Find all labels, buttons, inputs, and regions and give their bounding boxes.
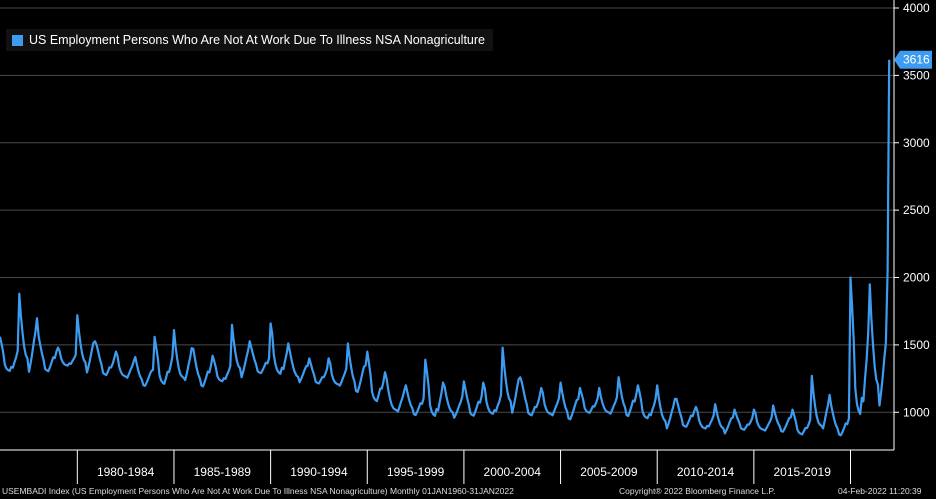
x-tick-label: 1990-1994 [290,465,348,479]
y-tick-label: 3000 [903,136,930,150]
last-value-tag [894,50,932,69]
x-tick-label: 1985-1989 [194,465,252,479]
x-tick-label: 1980-1984 [97,465,155,479]
series-line [0,59,891,437]
footer-timestamp: 04-Feb-2022 11:20:39 [838,486,922,496]
chart-footer: USEMBADI Index (US Employment Persons Wh… [0,485,936,499]
footer-source: USEMBADI Index (US Employment Persons Wh… [2,486,514,496]
x-tick-label: 1995-1999 [387,465,445,479]
last-value-label: 3616 [903,53,930,67]
y-tick-label: 1000 [903,405,930,419]
x-tick-label: 2005-2009 [580,465,638,479]
footer-copyright: Copyright® 2022 Bloomberg Finance L.P. [619,486,776,496]
x-tick-label: 2000-2004 [484,465,542,479]
legend-series-label: US Employment Persons Who Are Not At Wor… [29,33,485,47]
y-tick-label: 4000 [903,1,930,15]
y-tick-label: 1500 [903,338,930,352]
y-tick-label: 2500 [903,203,930,217]
y-tick-label: 2000 [903,271,930,285]
y-tick-label: 3500 [903,68,930,82]
x-tick-label: 2015-2019 [773,465,831,479]
chart-legend: US Employment Persons Who Are Not At Wor… [6,29,493,51]
legend-swatch [12,34,23,46]
x-tick-label: 2010-2014 [677,465,735,479]
